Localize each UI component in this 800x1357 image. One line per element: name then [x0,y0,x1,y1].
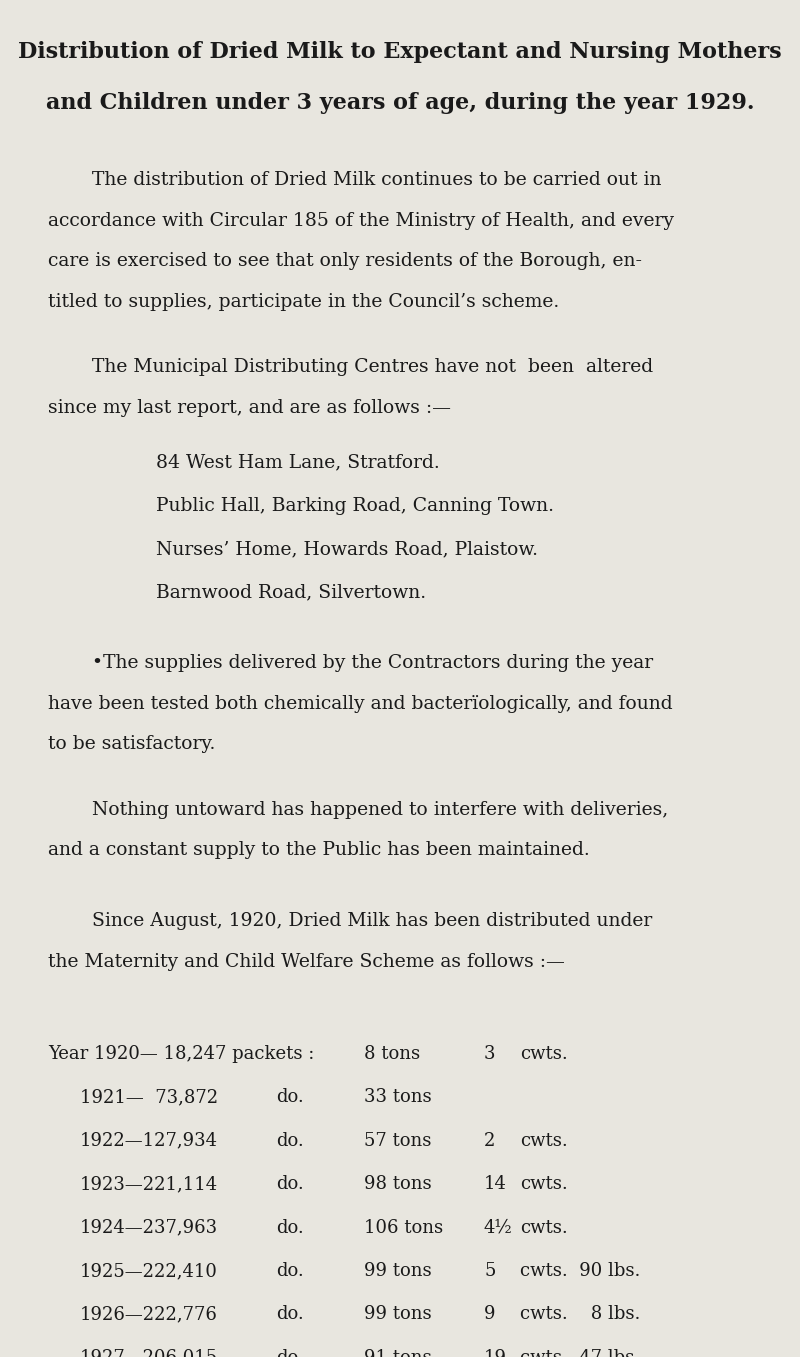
Text: 1922—127,934: 1922—127,934 [80,1132,218,1149]
Text: 1923—221,114: 1923—221,114 [80,1175,218,1193]
Text: accordance with Circular 185 of the Ministry of Health, and every: accordance with Circular 185 of the Mini… [48,212,674,229]
Text: do.: do. [276,1305,304,1323]
Text: cwts.: cwts. [520,1045,568,1063]
Text: care is exercised to see that only residents of the Borough, en-: care is exercised to see that only resid… [48,252,642,270]
Text: do.: do. [276,1132,304,1149]
Text: 3: 3 [484,1045,495,1063]
Text: cwts.: cwts. [520,1132,568,1149]
Text: 57 tons: 57 tons [364,1132,431,1149]
Text: cwts.    8 lbs.: cwts. 8 lbs. [520,1305,640,1323]
Text: 33 tons: 33 tons [364,1088,432,1106]
Text: 19: 19 [484,1349,507,1357]
Text: do.: do. [276,1262,304,1280]
Text: 1926—222,776: 1926—222,776 [80,1305,218,1323]
Text: 1924—237,963: 1924—237,963 [80,1219,218,1236]
Text: cwts.: cwts. [520,1219,568,1236]
Text: do.: do. [276,1088,304,1106]
Text: The Municipal Distributing Centres have not  been  altered: The Municipal Distributing Centres have … [92,358,653,376]
Text: Year 1920— 18,247 packets :: Year 1920— 18,247 packets : [48,1045,314,1063]
Text: Nothing untoward has happened to interfere with deliveries,: Nothing untoward has happened to interfe… [92,801,668,818]
Text: have been tested both chemically and bacterïologically, and found: have been tested both chemically and bac… [48,695,673,712]
Text: 84 West Ham Lane, Stratford.: 84 West Ham Lane, Stratford. [156,453,440,471]
Text: 91 tons: 91 tons [364,1349,432,1357]
Text: do.: do. [276,1349,304,1357]
Text: 14: 14 [484,1175,507,1193]
Text: The distribution of Dried Milk continues to be carried out in: The distribution of Dried Milk continues… [92,171,662,189]
Text: Public Hall, Barking Road, Canning Town.: Public Hall, Barking Road, Canning Town. [156,497,554,514]
Text: Since August, 1920, Dried Milk has been distributed under: Since August, 1920, Dried Milk has been … [92,912,652,930]
Text: and Children under 3 years of age, during the year 1929.: and Children under 3 years of age, durin… [46,92,754,114]
Text: Distribution of Dried Milk to Expectant and Nursing Mothers: Distribution of Dried Milk to Expectant … [18,41,782,62]
Text: since my last report, and are as follows :—: since my last report, and are as follows… [48,399,451,417]
Text: titled to supplies, participate in the Council’s scheme.: titled to supplies, participate in the C… [48,293,559,311]
Text: cwts.  90 lbs.: cwts. 90 lbs. [520,1262,640,1280]
Text: 1925—222,410: 1925—222,410 [80,1262,218,1280]
Text: 1921—  73,872: 1921— 73,872 [80,1088,218,1106]
Text: 106 tons: 106 tons [364,1219,443,1236]
Text: do.: do. [276,1219,304,1236]
Text: and a constant supply to the Public has been maintained.: and a constant supply to the Public has … [48,841,590,859]
Text: cwts.: cwts. [520,1175,568,1193]
Text: 8 tons: 8 tons [364,1045,420,1063]
Text: 2: 2 [484,1132,495,1149]
Text: cwts.  47 lbs.: cwts. 47 lbs. [520,1349,640,1357]
Text: 99 tons: 99 tons [364,1262,432,1280]
Text: Barnwood Road, Silvertown.: Barnwood Road, Silvertown. [156,584,426,601]
Text: 99 tons: 99 tons [364,1305,432,1323]
Text: do.: do. [276,1175,304,1193]
Text: to be satisfactory.: to be satisfactory. [48,735,215,753]
Text: 1927—206,015: 1927—206,015 [80,1349,218,1357]
Text: 98 tons: 98 tons [364,1175,432,1193]
Text: 5: 5 [484,1262,495,1280]
Text: 9: 9 [484,1305,495,1323]
Text: •The supplies delivered by the Contractors during the year: •The supplies delivered by the Contracto… [92,654,653,672]
Text: 4½: 4½ [484,1219,513,1236]
Text: Nurses’ Home, Howards Road, Plaistow.: Nurses’ Home, Howards Road, Plaistow. [156,540,538,558]
Text: the Maternity and Child Welfare Scheme as follows :—: the Maternity and Child Welfare Scheme a… [48,953,565,970]
